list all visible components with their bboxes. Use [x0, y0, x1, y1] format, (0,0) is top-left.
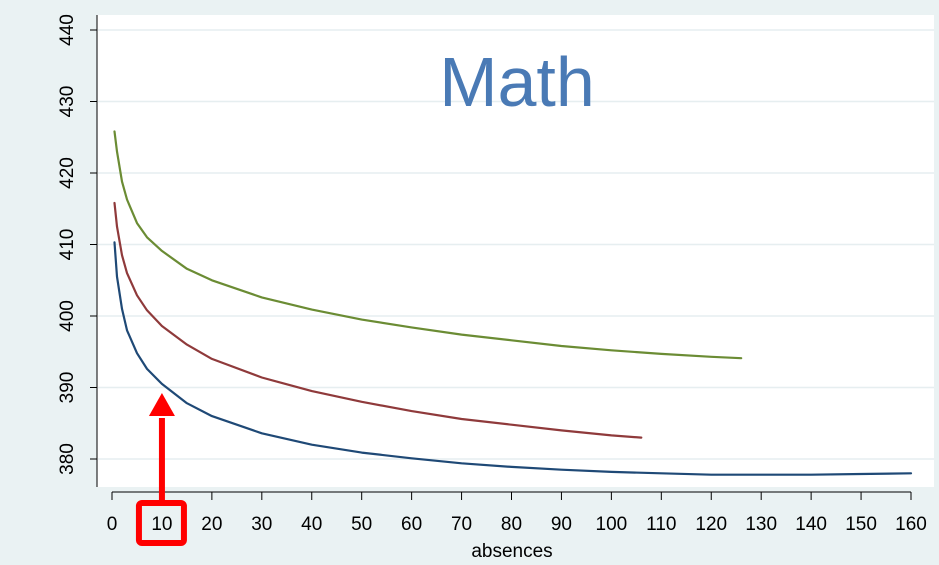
series-line-1 — [113, 130, 743, 360]
series-line-3 — [113, 241, 913, 476]
plot-area — [97, 15, 934, 487]
y-tick-label: 420 — [57, 157, 78, 189]
y-tick-label: 440 — [57, 14, 78, 46]
y-tick-label: 380 — [57, 443, 78, 475]
x-tick-label: 30 — [251, 514, 272, 535]
x-tick-label: 130 — [745, 514, 777, 535]
x-tick-label: 70 — [451, 514, 472, 535]
x-tick-label: 160 — [895, 514, 927, 535]
annotation — [135, 393, 187, 546]
series-line-2 — [113, 201, 643, 439]
x-tick-label: 40 — [301, 514, 322, 535]
y-tick-label: 400 — [57, 300, 78, 332]
x-tick-label: 10 — [151, 514, 172, 535]
x-tick-label: 90 — [551, 514, 572, 535]
x-tick-label: 100 — [596, 514, 628, 535]
x-tick-label: 150 — [845, 514, 877, 535]
y-tick-label: 430 — [57, 86, 78, 118]
arrow-head — [148, 393, 175, 416]
x-tick-label: 20 — [201, 514, 222, 535]
gridlines — [98, 29, 934, 460]
x-tick-label: 110 — [646, 514, 676, 535]
ticks: 380 390 400 410 420 430 440 0 10 20 30 40 50 60 70 80 90… — [57, 14, 927, 535]
x-tick-label: 50 — [351, 514, 372, 535]
x-tick-label: 0 — [107, 514, 118, 535]
y-tick-label: 410 — [57, 229, 78, 261]
chart-title: Math — [439, 43, 595, 121]
x-tick-label: 120 — [695, 514, 727, 535]
x-tick-label: 140 — [795, 514, 827, 535]
series-lines — [113, 130, 913, 476]
x-tick-label: 80 — [501, 514, 522, 535]
x-tick-label: 60 — [401, 514, 422, 535]
x-axis-title: absences — [471, 541, 552, 562]
y-tick-label: 390 — [57, 372, 78, 404]
